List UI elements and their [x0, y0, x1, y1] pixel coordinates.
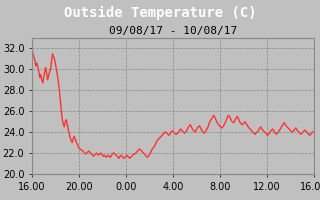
- Text: Outside Temperature (C): Outside Temperature (C): [64, 6, 256, 20]
- Title: 09/08/17 - 10/08/17: 09/08/17 - 10/08/17: [109, 26, 237, 36]
